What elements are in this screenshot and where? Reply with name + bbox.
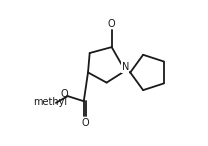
Text: N: N (121, 62, 129, 72)
Text: O: O (60, 89, 68, 99)
Text: methyl: methyl (33, 97, 67, 107)
Text: O: O (108, 19, 115, 29)
Text: O: O (82, 118, 89, 128)
